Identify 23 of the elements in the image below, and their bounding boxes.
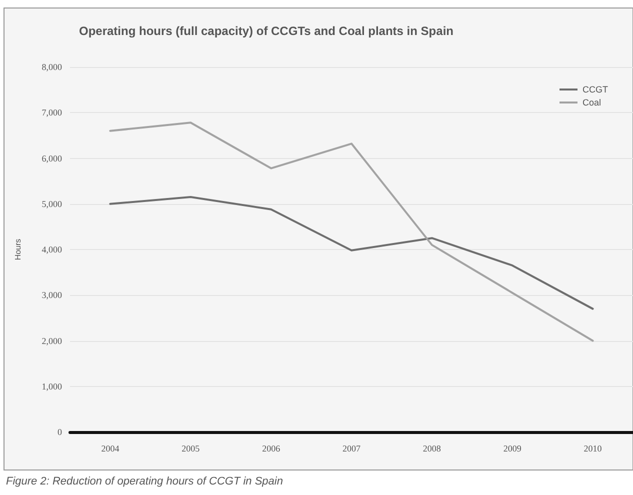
legend-label: CCGT <box>582 84 608 94</box>
line-series <box>109 122 594 342</box>
chart-title: Operating hours (full capacity) of CCGTs and Coal plants in Spain <box>79 24 454 38</box>
x-tick-label: 2009 <box>503 444 522 454</box>
x-tick-label: 2005 <box>182 444 200 454</box>
y-axis-title: Hours <box>14 238 22 260</box>
y-tick-label: 1,000 <box>42 381 62 392</box>
caption: Figure 2: Reduction of operating hours of CCGT in Spain <box>6 476 283 488</box>
x-tick-label: 2008 <box>422 444 442 454</box>
x-tick-label: 2004 <box>101 444 120 454</box>
y-tick-label: 8,000 <box>42 62 62 72</box>
y-tick-label: 0 <box>58 427 62 437</box>
y-tick-label: 5,000 <box>42 198 62 209</box>
y-tick-label: 6,000 <box>42 153 62 164</box>
y-tick-label: 2,000 <box>42 336 62 346</box>
y-tick-label: 3,000 <box>42 290 62 300</box>
y-tick-label: 7,000 <box>42 108 62 118</box>
x-tick-label: 2007 <box>342 444 361 454</box>
legend-label: Coal <box>582 98 602 108</box>
x-tick-label: 2010 <box>584 444 602 454</box>
x-tick-label: 2006 <box>262 444 281 454</box>
y-tick-label: 4,000 <box>42 244 62 254</box>
line-series <box>109 196 594 310</box>
